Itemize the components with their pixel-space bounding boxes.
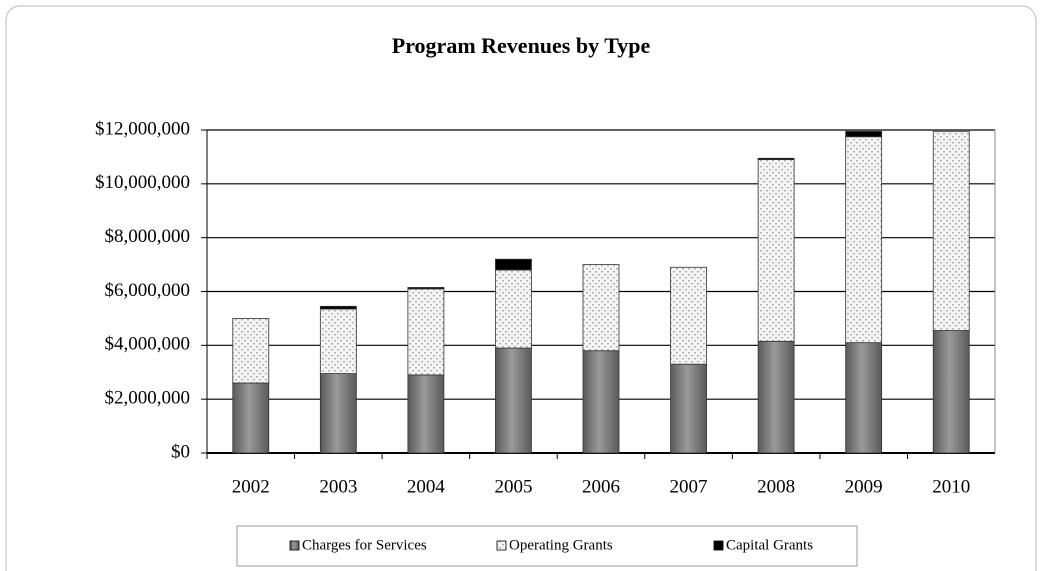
bar-segment: [670, 266, 707, 365]
legend-swatch: [289, 540, 300, 551]
bar-segment: [845, 342, 883, 454]
bar-segment: [495, 258, 532, 271]
chart-title: Program Revenues by Type: [392, 33, 651, 58]
bar-segment: [670, 363, 707, 454]
x-tick-label: 2007: [670, 476, 708, 497]
x-tick-label: 2006: [582, 476, 620, 497]
bar-segment: [757, 159, 795, 342]
bar-segment: [407, 287, 445, 290]
bar-segment: [932, 130, 970, 331]
x-tick-label: 2010: [932, 476, 970, 497]
bar-segment: [495, 347, 532, 454]
bar-segment: [232, 318, 270, 384]
legend-label: Charges for Services: [302, 537, 427, 553]
y-tick-label: $10,000,000: [95, 172, 190, 193]
y-tick-label: $8,000,000: [105, 226, 191, 247]
legend-swatch: [496, 540, 507, 551]
bar-segment: [407, 288, 445, 376]
y-tick-label: $2,000,000: [105, 388, 191, 409]
x-tick-label: 2005: [494, 476, 532, 497]
bar-segment: [845, 130, 883, 138]
bar-segment: [319, 373, 357, 454]
x-tick-label: 2008: [757, 476, 795, 497]
legend-label: Operating Grants: [509, 537, 613, 553]
bar-segment: [232, 382, 270, 454]
bar-segment: [407, 374, 445, 454]
bar-segment: [582, 264, 620, 352]
bar-segment: [582, 350, 620, 454]
x-tick-label: 2004: [407, 476, 446, 497]
legend-label: Capital Grants: [726, 537, 813, 553]
y-tick-label: $6,000,000: [105, 280, 191, 301]
y-tick-label: $12,000,000: [95, 118, 190, 139]
x-tick-label: 2002: [232, 476, 270, 497]
bar-segment: [495, 269, 532, 349]
bar-segment: [757, 157, 795, 161]
bar-segment: [932, 330, 970, 454]
x-tick-label: 2009: [845, 476, 883, 497]
y-tick-label: $0: [171, 441, 190, 462]
bar-segment: [319, 308, 357, 374]
legend-swatch: [713, 540, 724, 551]
bar-segment: [319, 305, 357, 310]
bar-segment: [757, 340, 795, 454]
x-tick-label: 2003: [319, 476, 357, 497]
bar-segment: [845, 136, 883, 344]
legend-box: [236, 525, 858, 567]
y-tick-label: $4,000,000: [105, 334, 191, 355]
